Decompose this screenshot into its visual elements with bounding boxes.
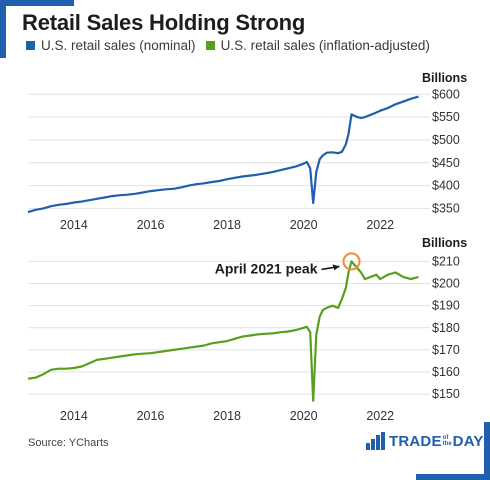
x-tick-label-nominal-2020: 2020 [290, 218, 318, 232]
y-tick-label-adjusted-210: $210 [432, 254, 460, 268]
y-tick-label-adjusted-180: $180 [432, 321, 460, 335]
y-tick-label-nominal-350: $350 [432, 201, 460, 215]
bar-chart-icon [366, 432, 386, 450]
y-tick-label-adjusted-200: $200 [432, 277, 460, 291]
legend-swatch-nominal [26, 41, 35, 50]
x-tick-label-nominal-2016: 2016 [137, 218, 165, 232]
y-tick-label-nominal-500: $500 [432, 133, 460, 147]
x-tick-label-nominal-2014: 2014 [60, 218, 88, 232]
logo-text-day: DAY [452, 432, 484, 450]
y-tick-label-nominal-400: $400 [432, 179, 460, 193]
corner-bracket-bottom-right [416, 474, 490, 480]
logo-text-trade: TRADE [389, 432, 442, 450]
legend-item-nominal: U.S. retail sales (nominal) [26, 38, 196, 53]
logo-text-the: the [442, 441, 452, 447]
x-tick-label-nominal-2022: 2022 [366, 218, 394, 232]
logo-text-of-the: of the [443, 435, 452, 447]
x-tick-label-adjusted-2022: 2022 [366, 409, 394, 423]
x-tick-label-nominal-2018: 2018 [213, 218, 241, 232]
y-tick-label-adjusted-150: $150 [432, 387, 460, 401]
corner-bracket-top-left-vertical [0, 0, 6, 58]
x-tick-label-adjusted-2016: 2016 [137, 409, 165, 423]
y-tick-label-adjusted-170: $170 [432, 343, 460, 357]
y-tick-label-adjusted-190: $190 [432, 299, 460, 313]
chart-title: Retail Sales Holding Strong [22, 10, 306, 35]
y-tick-label-nominal-450: $450 [432, 156, 460, 170]
brand-logo: TRADE of the DAY [366, 432, 484, 450]
y-tick-label-adjusted-160: $160 [432, 365, 460, 379]
source-note: Source: YCharts [28, 437, 109, 449]
series-line-nominal [27, 95, 419, 214]
legend-item-adjusted: U.S. retail sales (inflation-adjusted) [205, 38, 430, 53]
logo-text-of: of [442, 435, 449, 441]
x-tick-label-adjusted-2014: 2014 [60, 409, 88, 423]
corner-bracket-top-left [0, 0, 74, 6]
corner-bracket-bottom-right-vertical [484, 422, 490, 480]
x-tick-label-adjusted-2020: 2020 [290, 409, 318, 423]
unit-label-nominal: Billions [422, 71, 467, 85]
legend-label-nominal: U.S. retail sales (nominal) [41, 38, 196, 53]
series-line-adjusted [27, 260, 419, 402]
x-tick-label-adjusted-2018: 2018 [213, 409, 241, 423]
y-tick-label-nominal-550: $550 [432, 110, 460, 124]
peak-arrow-head [332, 264, 340, 271]
legend-label-adjusted: U.S. retail sales (inflation-adjusted) [220, 38, 430, 53]
peak-annotation-label: April 2021 peak [215, 260, 318, 276]
unit-label-adjusted: Billions [422, 236, 467, 250]
peak-highlight-circle [342, 252, 361, 271]
legend: U.S. retail sales (nominal) U.S. retail … [26, 38, 440, 53]
y-tick-label-nominal-600: $600 [432, 87, 460, 101]
legend-swatch-adjusted [205, 41, 215, 50]
